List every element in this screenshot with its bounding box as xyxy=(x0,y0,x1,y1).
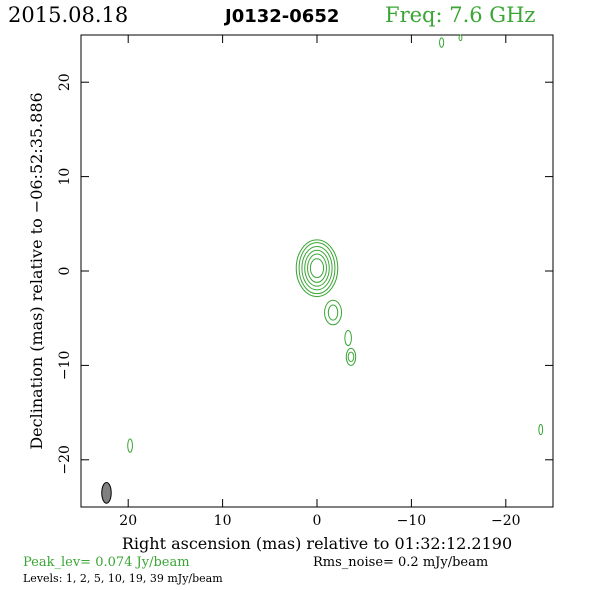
source-name: J0132-0652 xyxy=(223,6,339,27)
contour-patch-left-0 xyxy=(127,438,133,453)
peak-level: Peak_lev= 0.074 Jy/beam xyxy=(23,555,190,570)
x-tick-label-1: 10 xyxy=(214,513,232,529)
beam-ellipse xyxy=(101,481,112,504)
rms-noise: Rms_noise= 0.2 mJy/beam xyxy=(313,555,488,570)
x-tick-label-2: 0 xyxy=(313,513,322,529)
y-tick-label-2: 0 xyxy=(57,267,73,276)
contour-jet-knot-2-1 xyxy=(347,351,355,363)
beam xyxy=(101,481,112,504)
y-tick-label-0: 20 xyxy=(57,73,73,91)
contour-patch-right-0 xyxy=(538,423,544,436)
contour-core-1 xyxy=(298,242,336,295)
contour-jet-bridge-0 xyxy=(344,329,352,347)
x-tick-labels: 20 10 0 −10 −20 xyxy=(119,513,520,529)
contour-patch-top-2-0 xyxy=(458,34,463,42)
y-axis-label: Declination (mas) relative to −06:52:35.… xyxy=(27,92,46,449)
contour-jet-knot-1-1 xyxy=(327,304,339,321)
contour-core-2 xyxy=(301,245,333,291)
contour-patch-top-1-0 xyxy=(439,37,445,48)
contours xyxy=(127,34,544,453)
y-tick-label-3: −10 xyxy=(57,351,73,381)
x-tick-label-3: −10 xyxy=(397,513,427,529)
y-tick-label-1: 10 xyxy=(57,168,73,186)
axis-ticks xyxy=(81,35,553,507)
y-tick-label-4: −20 xyxy=(57,445,73,475)
contour-core-5 xyxy=(309,258,325,279)
observation-date: 2015.08.18 xyxy=(8,3,128,27)
contour-core-4 xyxy=(307,253,327,283)
x-tick-label-0: 20 xyxy=(119,513,137,529)
frequency-label: Freq: 7.6 GHz xyxy=(385,3,535,27)
contour-core-3 xyxy=(304,249,330,287)
x-axis-label: Right ascension (mas) relative to 01:32:… xyxy=(122,534,512,553)
contour-core-0 xyxy=(295,239,339,297)
contour-levels: Levels: 1, 2, 5, 10, 19, 39 mJy/beam xyxy=(23,572,223,585)
plot-frame xyxy=(80,34,554,508)
x-tick-label-4: −20 xyxy=(491,513,521,529)
y-tick-labels: 20 10 0 −10 −20 xyxy=(57,73,73,474)
contour-jet-knot-1-0 xyxy=(324,299,343,326)
contour-jet-knot-2-0 xyxy=(345,347,357,366)
